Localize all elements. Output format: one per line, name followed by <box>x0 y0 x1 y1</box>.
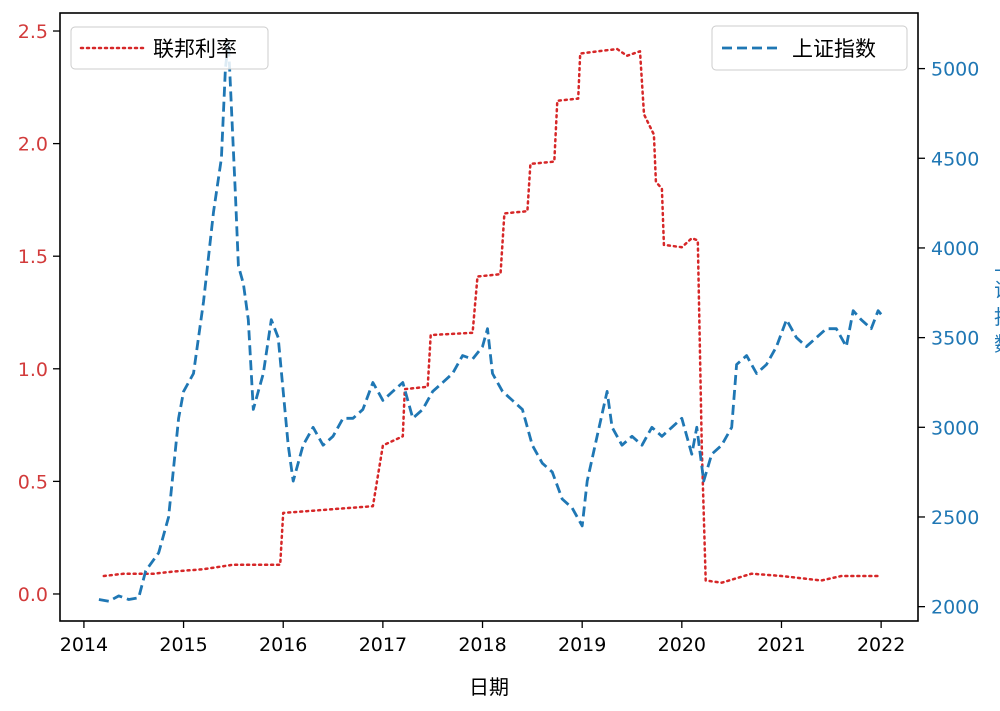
x-tick-label: 2022 <box>857 634 905 656</box>
x-tick-label: 2016 <box>259 634 307 656</box>
series-line-1 <box>98 40 883 603</box>
x-tick-label: 2019 <box>558 634 606 656</box>
legend-right-box <box>711 25 908 71</box>
left-tick-label: 1.0 <box>18 359 48 381</box>
right-tick-label: 5000 <box>931 59 979 81</box>
right-tick-label: 4500 <box>931 148 979 170</box>
x-tick-label: 2020 <box>658 634 706 656</box>
x-axis-label: 日期 <box>469 675 509 699</box>
series-line-0 <box>102 47 883 584</box>
plot-frame <box>59 12 919 622</box>
left-tick-label: 2.0 <box>18 134 48 156</box>
x-tick-label: 2015 <box>159 634 207 656</box>
right-tick-label: 3000 <box>931 417 979 439</box>
series-layer <box>98 40 883 603</box>
x-tick-label: 2021 <box>757 634 805 656</box>
x-tick-label: 2014 <box>60 634 108 656</box>
legend-left-box <box>70 26 269 70</box>
right-tick-label: 4000 <box>931 238 979 260</box>
right-axis-label: 上证指数 <box>994 251 1000 356</box>
left-tick-label: 0.5 <box>18 471 48 493</box>
left-tick-label: 2.5 <box>18 21 48 43</box>
x-tick-label: 2018 <box>458 634 506 656</box>
right-tick-label: 2500 <box>931 507 979 529</box>
legend-right: 上证指数 <box>711 25 908 71</box>
legend-left-label: 联邦利率 <box>153 37 237 61</box>
left-y-axis: 0.0 0.5 1.0 1.5 2.0 2.5 <box>18 21 60 606</box>
x-tick-label: 2017 <box>359 634 407 656</box>
legend-left: 联邦利率 <box>70 26 269 70</box>
right-tick-label: 3500 <box>931 328 979 350</box>
left-tick-label: 0.0 <box>18 584 48 606</box>
left-tick-label: 1.5 <box>18 246 48 268</box>
legend-right-label: 上证指数 <box>792 37 876 61</box>
right-y-axis: 2000 2500 3000 3500 4000 4500 5000 <box>918 59 979 619</box>
right-tick-label: 2000 <box>931 597 979 619</box>
x-axis: 2014 2015 2016 2017 2018 2019 2020 2021 2022 <box>60 621 905 656</box>
